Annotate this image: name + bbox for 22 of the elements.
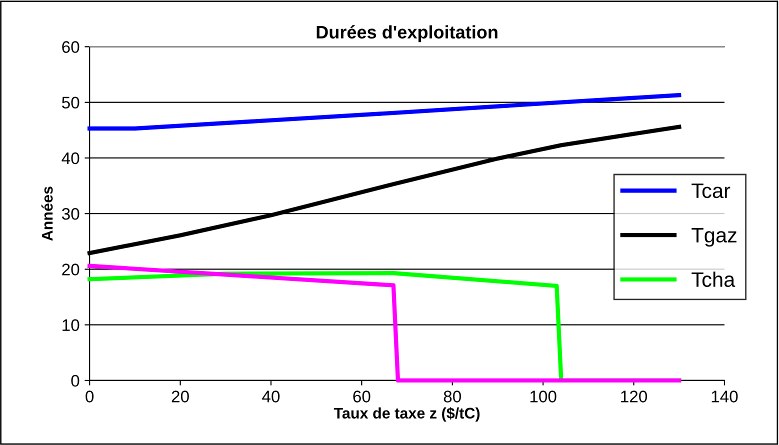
x-tick-label: 40	[262, 390, 280, 402]
x-tick-label: 100	[530, 390, 556, 402]
x-tick-label: 140	[712, 390, 738, 402]
x-tick-label: 80	[444, 390, 461, 402]
y-tick-label: 40	[62, 152, 80, 164]
y-tick-label: 50	[62, 96, 80, 109]
x-tick-label: 120	[621, 390, 648, 402]
y-tick-label: 30	[62, 208, 80, 220]
x-tick-label: 20	[172, 390, 189, 402]
y-tick-label: 60	[62, 41, 80, 53]
y-axis-title: Années	[41, 186, 53, 241]
legend-label: Tgaz	[692, 228, 736, 247]
x-tick-label: 60	[353, 390, 370, 402]
x-axis-title: Taux de taxe z ($/tC)	[334, 407, 480, 422]
x-tick-label: 0	[86, 390, 94, 402]
legend-label: Tcar	[692, 184, 730, 198]
line-series	[88, 93, 682, 131]
chart-title: Durées d'exploitation	[316, 25, 498, 42]
y-tick-label: 20	[62, 264, 80, 276]
y-tick-label: 10	[62, 319, 80, 332]
legend-label: Tcha	[692, 272, 736, 287]
y-tick-label: 0	[71, 374, 80, 387]
